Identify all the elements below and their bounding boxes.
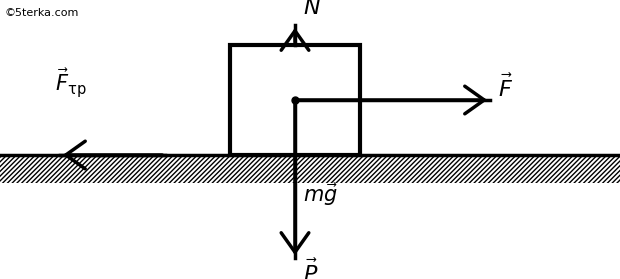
Text: $\vec{F}$: $\vec{F}$: [498, 74, 513, 102]
Bar: [0, 155, 620, 183]
Text: $\vec{P}$: $\vec{P}$: [303, 260, 319, 279]
Text: ©5terka.com: ©5terka.com: [5, 8, 79, 18]
Text: $\vec{N}$: $\vec{N}$: [303, 0, 321, 20]
Text: $\vec{F}_{\mathsf{\tau p}}$: $\vec{F}_{\mathsf{\tau p}}$: [55, 66, 87, 100]
Text: $m\vec{g}$: $m\vec{g}$: [303, 182, 338, 208]
Bar: [230, 45, 360, 155]
